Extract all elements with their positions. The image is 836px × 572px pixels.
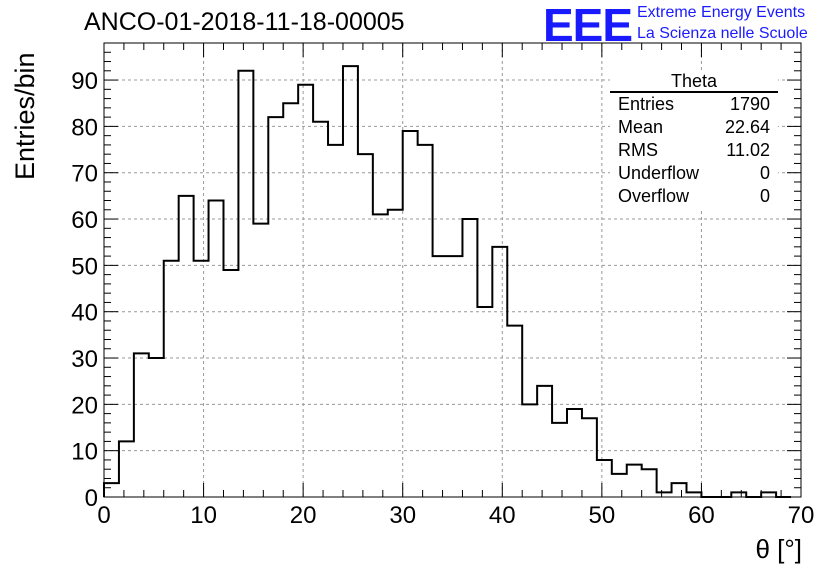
y-tick-label: 30 [71, 346, 98, 373]
histogram-bin [134, 353, 149, 497]
x-tick-label: 0 [97, 502, 110, 529]
histogram-bin [328, 145, 343, 497]
histogram-bin [672, 483, 687, 497]
histogram-bin [552, 423, 567, 497]
y-tick-label: 40 [71, 300, 98, 327]
histogram-bin [597, 460, 612, 497]
stats-label: Overflow [618, 186, 690, 206]
histogram-bin [298, 85, 313, 497]
histogram-bin [477, 307, 492, 497]
histogram-bin [343, 66, 358, 497]
stats-row: Mean 22.64 [610, 116, 778, 139]
histogram-bin [761, 492, 776, 497]
histogram-bin [388, 210, 403, 497]
y-tick-label: 80 [71, 114, 98, 141]
y-axis-label: Entries/bin [10, 52, 40, 180]
stats-value: 0 [759, 186, 770, 206]
logo-line-1: Extreme Energy Events [637, 4, 806, 21]
histogram-bin [627, 465, 642, 497]
y-tick-label: 0 [85, 485, 98, 512]
histogram-bin [642, 469, 657, 497]
chart-title: ANCO-01-2018-11-18-00005 [84, 8, 405, 36]
histogram-bin [612, 474, 627, 497]
y-tick-label: 10 [71, 439, 98, 466]
histogram-line [103, 65, 792, 498]
histogram-bin [179, 196, 194, 497]
stats-box: Theta Entries 1790 Mean 22.64 RMS 11.02 Und… [610, 72, 778, 208]
stats-row: Entries 1790 [610, 93, 778, 116]
y-tick-label: 60 [71, 207, 98, 234]
histogram-bin [283, 103, 298, 497]
histogram-bin [522, 404, 537, 497]
y-tick-label: 70 [71, 161, 98, 188]
stats-title: Theta [610, 72, 778, 93]
x-tick-label: 70 [788, 502, 815, 529]
x-tick-label: 50 [589, 502, 616, 529]
histogram-bin [537, 386, 552, 497]
histogram-bin [194, 261, 209, 497]
histogram-bin [164, 261, 179, 497]
logo-line-2: La Scienza nelle Scuole [637, 25, 808, 42]
histogram-bin [507, 326, 522, 497]
histogram-bin [313, 122, 328, 497]
stats-row: Underflow 0 [610, 162, 778, 185]
plot-frame [103, 42, 802, 498]
histogram-bin [418, 145, 433, 497]
histogram-bin [209, 201, 224, 497]
histogram-bin [492, 247, 507, 497]
histogram-bin [731, 492, 746, 497]
stats-value: 0 [759, 163, 770, 183]
histogram-bin [567, 409, 582, 497]
histogram-bin [223, 270, 238, 497]
x-tick-label: 20 [290, 502, 317, 529]
stats-value: 1790 [729, 94, 770, 114]
histogram-bin [582, 418, 597, 497]
histogram-bin [358, 154, 373, 497]
stats-row: RMS 11.02 [610, 139, 778, 162]
histogram-bin [373, 214, 388, 497]
histogram-bin [238, 71, 253, 497]
stats-label: Entries [618, 94, 675, 114]
y-tick-label: 50 [71, 253, 98, 280]
eee-logo-text: Extreme Energy Events La Scienza nelle S… [637, 2, 808, 44]
y-tick-label: 20 [71, 392, 98, 419]
x-tick-label: 40 [489, 502, 516, 529]
eee-logo: EEE [543, 0, 633, 51]
stats-value: 11.02 [726, 140, 770, 160]
histogram-bin [433, 256, 448, 497]
stats-label: Underflow [618, 163, 700, 183]
histogram-bin [268, 117, 283, 497]
histogram-bin [462, 219, 477, 497]
stats-label: RMS [618, 140, 658, 160]
stats-row: Overflow 0 [610, 185, 778, 208]
x-tick-label: 30 [389, 502, 416, 529]
x-tick-label: 60 [688, 502, 715, 529]
histogram-bin [657, 492, 672, 497]
histogram-bin [149, 358, 164, 497]
stats-value: 22.64 [724, 117, 770, 137]
histogram-bin [253, 224, 268, 497]
stats-label: Mean [618, 117, 664, 137]
x-axis-label: θ [°] [755, 534, 802, 564]
y-tick-label: 90 [71, 68, 98, 95]
histogram-bin [686, 492, 701, 497]
histogram-bin [403, 131, 418, 497]
histogram-bin [448, 256, 463, 497]
histogram-bin [104, 483, 119, 497]
x-tick-label: 10 [190, 502, 217, 529]
histogram-bin [119, 441, 134, 497]
